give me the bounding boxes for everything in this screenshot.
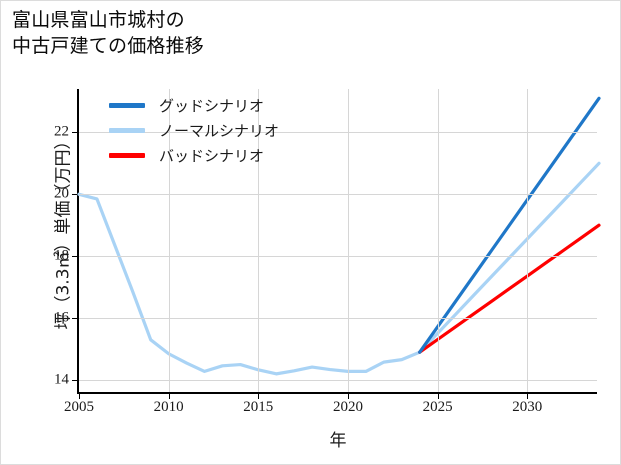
legend-label: ノーマルシナリオ [159,122,280,140]
legend-item[interactable]: ノーマルシナリオ [109,118,279,143]
series-line [418,223,601,354]
x-axis-label: 年 [329,431,347,451]
legend-label: バッドシナリオ [159,147,265,165]
x-tick-mark [258,394,260,399]
x-tick-mark [527,394,529,399]
y-axis-label: 坪（3.3㎡）単価（万円） [53,132,74,330]
gridline-vertical [168,89,170,392]
y-tick-mark [72,380,77,382]
legend-swatch [109,153,145,158]
gridline-vertical [347,89,349,392]
x-tick-mark [347,394,349,399]
x-tick-mark [437,394,439,399]
y-tick-label: 18 [54,247,69,264]
x-tick-label: 2010 [153,399,184,415]
gridline-horizontal [79,194,597,196]
chart-title: 富山県富山市城村の 中古戸建ての価格推移 [12,9,205,57]
series-line [77,161,601,376]
legend-item[interactable]: バッドシナリオ [109,143,279,168]
y-tick-mark [72,318,77,320]
gridline-vertical [437,89,439,392]
y-axis-ticks: 14 16 18 20 22 [54,89,597,394]
y-tick-label: 20 [54,185,69,202]
x-tick-mark [168,394,170,399]
x-tick-label: 2015 [243,399,274,415]
y-tick-label: 16 [54,309,69,326]
y-tick-label: 22 [54,123,69,140]
plot-area: 年 坪（3.3㎡）単価（万円） 2005 2010 2015 2020 2025 2030 [54,89,601,451]
y-tick-label: 14 [54,371,69,388]
series-line [418,96,601,354]
x-tick-label: 2030 [512,399,543,415]
gridline-vertical [527,89,529,392]
gridline-horizontal [79,318,597,320]
x-tick-mark [79,394,80,399]
gridline-horizontal [79,256,597,258]
x-tick-label: 2025 [422,399,453,415]
legend-swatch [109,103,145,108]
x-tick-label: 2005 [64,399,94,415]
gridline-vertical [258,89,260,392]
gridline-horizontal [79,380,597,382]
legend-item[interactable]: グッドシナリオ [109,93,279,118]
y-tick-mark [72,194,77,196]
gridline-horizontal [79,132,597,134]
chart-lines [77,96,601,376]
y-tick-mark [72,132,77,134]
chart-legend: グッドシナリオ ノーマルシナリオ バッドシナリオ [109,93,279,168]
legend-swatch [109,128,145,133]
y-tick-mark [72,256,77,258]
x-tick-label: 2020 [332,399,363,415]
legend-label: グッドシナリオ [159,97,265,115]
